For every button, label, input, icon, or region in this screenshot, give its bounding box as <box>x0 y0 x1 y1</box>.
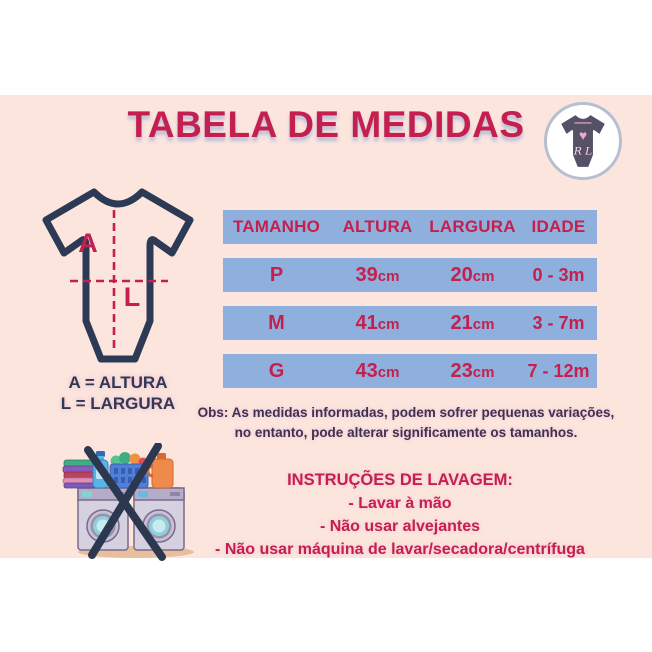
brand-logo: ♥ R L <box>544 102 622 180</box>
prohibition-x-icon <box>84 442 166 561</box>
cell-altura: 43cm <box>355 359 400 382</box>
header-tamanho: TAMANHO <box>232 217 320 236</box>
cell-tamanho: P <box>269 263 284 286</box>
table-row: P 39cm 20cm 0 - 3m <box>223 258 597 292</box>
cell-altura: 41cm <box>355 311 400 334</box>
table-row: M 41cm 21cm 3 - 7m <box>223 306 597 340</box>
table-row: G 43cm 23cm 7 - 12m <box>223 354 597 388</box>
label-a: A <box>78 228 98 258</box>
washing-instructions: INSTRUÇÕES DE LAVAGEM: - Lavar à mão - N… <box>180 469 620 561</box>
table-header-row: TAMANHO ALTURA LARGURA IDADE <box>223 210 597 244</box>
cell-largura: 20cm <box>450 263 495 286</box>
header-idade: IDADE <box>531 217 586 236</box>
washing-instructions-title: INSTRUÇÕES DE LAVAGEM: <box>287 471 513 489</box>
page-title: TABELA DE MEDIDAS <box>127 104 525 145</box>
laundry-illustration <box>58 442 206 561</box>
cell-tamanho: M <box>268 311 285 334</box>
logo-heart-icon: ♥ <box>579 128 587 143</box>
cell-idade: 0 - 3m <box>532 264 585 285</box>
diagram-legend: A = ALTURA L = LARGURA <box>26 372 210 414</box>
legend-largura: L = LARGURA <box>60 394 176 413</box>
towels-icon <box>62 459 95 489</box>
obs-line-1: Obs: As medidas informadas, podem sofrer… <box>197 405 615 420</box>
detergent-jug-icon <box>146 453 174 489</box>
legend-altura: A = ALTURA <box>68 373 168 392</box>
logo-onesie-icon: ♥ R L <box>561 115 605 167</box>
logo-tiny-text-strip <box>574 122 592 124</box>
washing-instruction-item: - Lavar à mão <box>348 495 452 512</box>
logo-monogram: R L <box>573 145 592 157</box>
label-l: L <box>124 282 141 312</box>
cell-largura: 23cm <box>450 359 495 382</box>
cell-largura: 21cm <box>450 311 495 334</box>
cell-idade: 3 - 7m <box>532 312 585 333</box>
observation-note: Obs: As medidas informadas, podem sofrer… <box>160 403 652 443</box>
header-largura: LARGURA <box>429 217 516 236</box>
cell-tamanho: G <box>268 359 285 382</box>
cell-idade: 7 - 12m <box>527 360 590 381</box>
washing-instruction-item: - Não usar alvejantes <box>319 518 481 535</box>
onesie-diagram: A L <box>26 178 210 370</box>
cell-altura: 39cm <box>355 263 400 286</box>
header-altura: ALTURA <box>342 217 413 236</box>
washing-instruction-item: - Não usar máquina de lavar/secadora/cen… <box>215 541 585 558</box>
obs-line-2: no entanto, pode alterar significamente … <box>234 425 578 440</box>
onesie-outline <box>42 188 194 363</box>
washing-machine-icon <box>133 487 185 551</box>
